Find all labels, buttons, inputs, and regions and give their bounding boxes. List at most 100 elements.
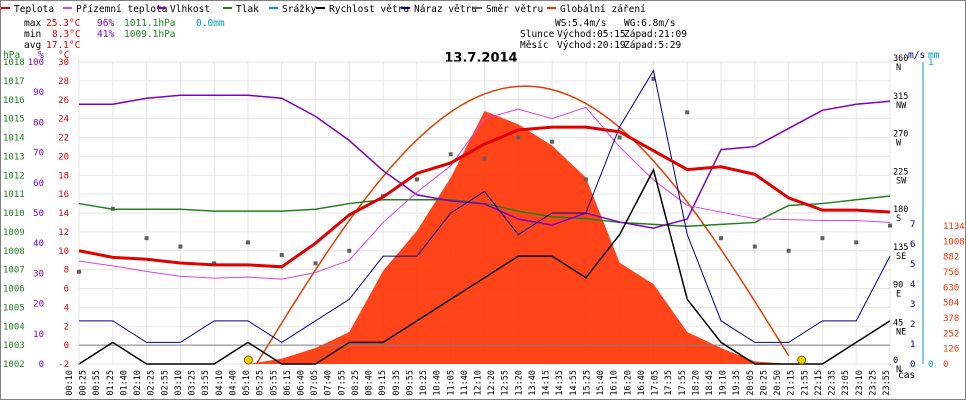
y-tick-label: 1008 <box>3 247 25 257</box>
stat-avg-label: avg <box>24 40 41 51</box>
x-tick-label: 15:25 <box>582 370 592 396</box>
y-tick-label: 6 <box>64 285 69 295</box>
x-tick-label: 06:15 <box>283 370 293 396</box>
x-tick-label: 18:20 <box>691 370 701 396</box>
ms-tick-label: 5 <box>910 260 915 270</box>
x-tick-label: 05:25 <box>256 370 266 396</box>
y-tick-label: 18 <box>58 171 69 181</box>
stat-min-temp: 8.3°C <box>52 29 81 40</box>
ms-tick-label: 7 <box>910 220 915 230</box>
y-tick-label: 30 <box>33 269 44 279</box>
radiation-tick-label: 252 <box>943 329 959 339</box>
x-tick-label: 14:55 <box>569 370 579 396</box>
wind-direction-point <box>651 76 656 81</box>
legend: Teplota Přízemní teplota Vlhkost Tlak Srážky… <box>1 4 646 15</box>
y-tick-label: 16 <box>58 190 69 200</box>
info-wg: WG:6.8m/s <box>624 18 675 29</box>
x-tick-label: 01:40 <box>119 370 129 396</box>
direction-tick-degrees: 225 <box>893 167 908 177</box>
direction-tick-label: N <box>896 365 901 375</box>
ms-tick-label: 1 <box>910 340 915 350</box>
y-tick-label: 1010 <box>3 209 25 219</box>
radiation-tick-label: 1134 <box>943 222 965 232</box>
y-tick-label: 12 <box>58 228 69 238</box>
x-tick-label: 04:10 <box>215 370 225 396</box>
direction-tick-degrees: 135 <box>893 243 908 253</box>
x-tick-label: 08:25 <box>351 370 361 396</box>
x-tick-label: 05:55 <box>269 370 279 396</box>
x-tick-label: 07:05 <box>310 370 320 396</box>
info-ws: WS:5.4m/s <box>555 18 606 29</box>
y-tick-label: 8 <box>64 266 69 276</box>
y-tick-label: 1016 <box>3 96 25 106</box>
x-tick-label: 01:25 <box>106 370 116 396</box>
stat-max-hum: 96% <box>97 18 114 29</box>
ms-tick-label: 0 <box>910 360 915 370</box>
wind-direction-point <box>617 135 622 140</box>
wind-direction-point <box>854 240 859 245</box>
y-tick-label: 1018 <box>3 58 25 68</box>
direction-tick-degrees: 315 <box>893 92 908 102</box>
axis-titles: hPa % °C m/s mm čas <box>3 50 940 381</box>
info-block: WS:5.4m/s WG:6.8m/s Slunce Východ:05:15 … <box>520 18 687 51</box>
x-tick-label: 13:20 <box>514 370 524 396</box>
direction-tick-label: SE <box>896 252 906 262</box>
y-tick-label: 1011 <box>3 190 25 200</box>
info-moon-label: Měsíc <box>520 40 549 51</box>
x-tick-label: 23:10 <box>855 370 865 396</box>
wind-direction-point <box>752 244 757 249</box>
y-tick-label: 2 <box>64 322 69 332</box>
wind-direction-point <box>888 223 892 228</box>
y-tick-label: 1003 <box>3 341 25 351</box>
wind-direction-point <box>516 135 521 140</box>
x-tick-label: 08:40 <box>365 370 375 396</box>
y-tick-label: 80 <box>33 118 44 128</box>
legend-label: Náraz větru <box>414 4 477 15</box>
direction-tick-label: N <box>896 63 901 73</box>
x-tick-label: 22:35 <box>828 370 838 396</box>
direction-tick-label: W <box>896 139 902 149</box>
stat-min-press: 1009.1hPa <box>124 29 175 40</box>
x-tick-label: 00:10 <box>65 370 75 396</box>
ms-tick-label: 2 <box>910 320 915 330</box>
y-tick-label: 70 <box>33 149 44 159</box>
ms-tick-label: 3 <box>910 300 915 310</box>
x-tick-label: 21:15 <box>787 370 797 396</box>
y-tick-label: 1004 <box>3 322 25 332</box>
y-tick-label: 1009 <box>3 228 25 238</box>
radiation-tick-label: 630 <box>943 283 959 293</box>
x-tick-label: 02:55 <box>160 370 170 396</box>
x-tick-label: 07:55 <box>337 370 347 396</box>
x-tick-label: 11:05 <box>446 370 456 396</box>
pct-axis-title: % <box>38 50 44 61</box>
x-tick-label: 20:50 <box>773 370 783 396</box>
info-moonrise: Východ:20:19 <box>557 40 626 51</box>
x-tick-label: 20:05 <box>746 370 756 396</box>
legend-label: Vlhkost <box>170 4 210 15</box>
y-tick-label: 40 <box>33 239 44 249</box>
series-line <box>78 106 891 280</box>
x-tick-label: 16:10 <box>610 370 620 396</box>
y-tick-label: 1014 <box>3 134 25 144</box>
y-tick-label: 1002 <box>3 360 25 370</box>
wind-direction-point <box>212 261 217 266</box>
x-tick-label: 13:40 <box>528 370 538 396</box>
direction-tick-label: E <box>896 290 901 300</box>
stat-max-temp: 25.3°C <box>46 18 80 29</box>
y-tick-label: 14 <box>58 209 69 219</box>
mm-tick-label: 1 <box>928 58 933 68</box>
y-tick-label: 10 <box>58 247 69 257</box>
sunrise-icon <box>243 355 253 365</box>
x-tick-label: 03:55 <box>201 370 211 396</box>
radiation-envelope <box>255 85 790 365</box>
x-tick-label: 14:35 <box>555 370 565 396</box>
x-tick-label: 12:55 <box>501 370 511 396</box>
direction-tick-label: SW <box>896 176 907 186</box>
legend-label: Rychlost větru <box>329 4 409 15</box>
y-tick-label: 1006 <box>3 285 25 295</box>
wind-direction-point <box>482 156 487 161</box>
series-line <box>78 167 891 365</box>
x-tick-label: 19:35 <box>732 370 742 396</box>
x-tick-label: 23:25 <box>868 370 878 396</box>
y-tick-label: 30 <box>58 58 69 68</box>
